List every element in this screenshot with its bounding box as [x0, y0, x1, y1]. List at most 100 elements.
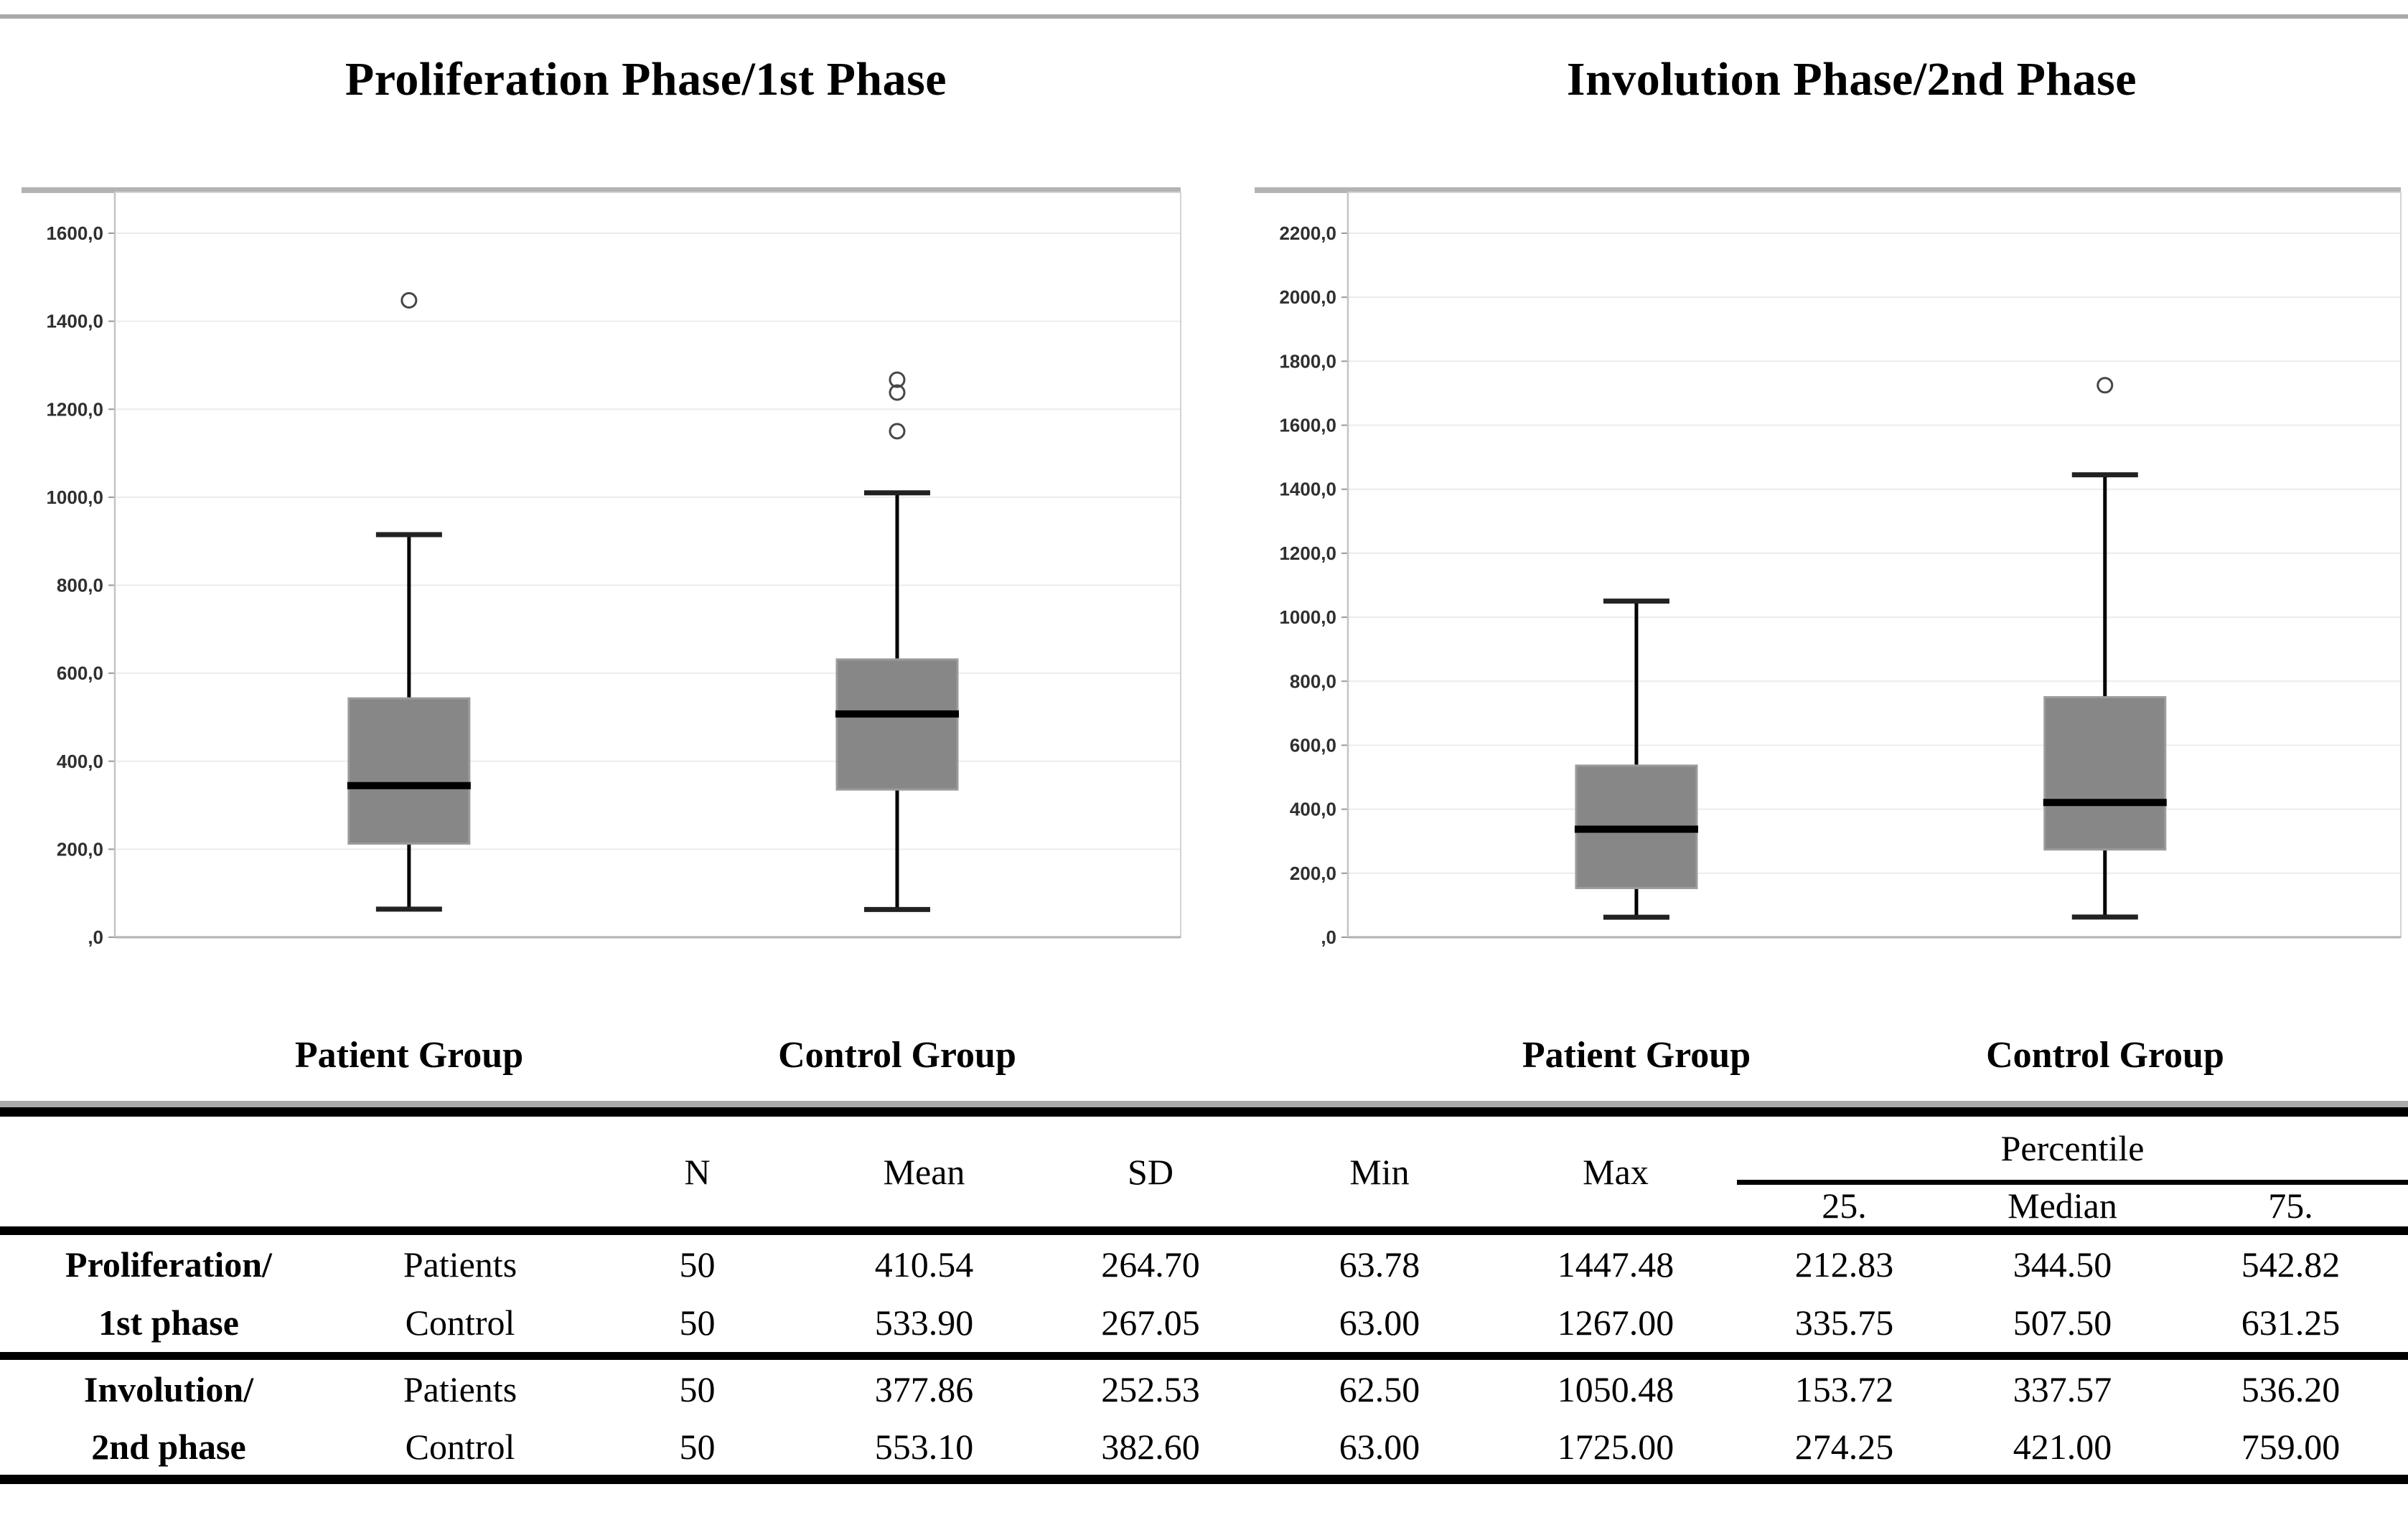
y-tick-label: 200,0 — [1290, 863, 1336, 884]
cell-p25: 274.25 — [1794, 1426, 1894, 1467]
cell-sd: 267.05 — [1036, 1294, 1265, 1360]
outlier-point — [889, 384, 906, 401]
x-axis-label-patient-group-chart1: Patient Group — [294, 1035, 524, 1076]
cell-p75: 542.82 — [2241, 1244, 2341, 1285]
gridlines — [116, 233, 1180, 850]
cell-n: 50 — [583, 1294, 812, 1360]
y-tick-label: 600,0 — [57, 662, 103, 684]
chart-title-involution: Involution Phase/2nd Phase — [1566, 53, 2137, 105]
y-tick-label: 1600,0 — [46, 222, 103, 244]
cell-group: Patients — [403, 1244, 517, 1285]
table-row: 2nd phase Control 50 553.10 382.60 63.00 1725.… — [0, 1419, 2408, 1479]
outlier-point — [889, 371, 906, 388]
boxplot-chart-proliferation: ,0 200,0 400,0 600,0 800,0 1000,0 1200,0 1400,0… — [22, 187, 1181, 948]
cell-n: 50 — [679, 1426, 716, 1467]
cell-n: 50 — [679, 1244, 716, 1285]
iqr-box — [835, 658, 959, 791]
x-axis-label-patient-group-chart2: Patient Group — [1522, 1035, 1751, 1076]
col-header-n: N — [583, 1112, 812, 1235]
iqr-box — [2043, 696, 2167, 851]
cell-phase: 2nd phase — [91, 1426, 246, 1467]
y-tick-label: 1000,0 — [46, 487, 103, 508]
cell-median: 421.00 — [2013, 1426, 2112, 1467]
cell-median: 344.50 — [2013, 1244, 2112, 1285]
col-header-p25: 25. — [1737, 1182, 1952, 1235]
y-tick-label: ,0 — [1321, 926, 1336, 948]
iqr-box — [347, 697, 471, 845]
y-tick-label: 400,0 — [57, 751, 103, 772]
y-tick-label: 1200,0 — [46, 398, 103, 420]
y-tick-label: 2000,0 — [1279, 286, 1336, 308]
y-tick-label: 800,0 — [57, 575, 103, 596]
cell-median: 507.50 — [1952, 1294, 2173, 1360]
x-axis-label-control-group-chart2: Control Group — [1986, 1035, 2224, 1076]
y-tick-label: 1800,0 — [1279, 350, 1336, 372]
gridlines — [1349, 233, 2400, 874]
cell-p25: 335.75 — [1737, 1294, 1952, 1360]
col-header-median: Median — [1952, 1182, 2173, 1235]
table-top-gray-rule — [0, 1101, 2408, 1107]
outlier-point — [2097, 377, 2114, 394]
y-tick-label: 1000,0 — [1279, 606, 1336, 628]
plot-frame — [1347, 192, 2402, 938]
cell-phase: 1st phase — [0, 1294, 337, 1360]
cell-sd: 382.60 — [1101, 1426, 1200, 1467]
y-axis: ,0 200,0 400,0 600,0 800,0 1000,0 1200,0 1400,0… — [1279, 222, 1348, 948]
outlier-point — [889, 423, 906, 440]
y-tick-label: ,0 — [88, 926, 103, 948]
col-header-p75: 75. — [2173, 1182, 2408, 1235]
top-rule — [0, 14, 2408, 19]
cell-min: 63.00 — [1339, 1426, 1420, 1467]
x-axis-label-control-group-chart1: Control Group — [778, 1035, 1016, 1076]
cell-median: 337.57 — [2013, 1369, 2112, 1409]
cell-min: 63.78 — [1339, 1244, 1420, 1285]
cell-group: Control — [405, 1426, 515, 1467]
cell-n: 50 — [679, 1369, 716, 1409]
col-header-mean: Mean — [812, 1112, 1036, 1235]
table-row: Proliferation/Patients 50 410.54 264.70 63.7… — [0, 1231, 2408, 1294]
outlier-point — [400, 292, 418, 309]
y-tick-label: 1600,0 — [1279, 415, 1336, 436]
col-header-min: Min — [1265, 1112, 1494, 1235]
y-tick-label: 2200,0 — [1279, 222, 1336, 244]
statistics-table: N Mean SD Min Max Percentile 25. Median … — [0, 1107, 2408, 1484]
y-axis: ,0 200,0 400,0 600,0 800,0 1000,0 1200,0 1400,0… — [46, 222, 115, 948]
cell-max: 1725.00 — [1557, 1426, 1674, 1467]
boxplot-patient-group — [1574, 598, 1698, 920]
y-tick-label: 800,0 — [1290, 670, 1336, 692]
y-tick-label: 1200,0 — [1279, 543, 1336, 564]
y-tick-label: 1400,0 — [46, 311, 103, 332]
cell-max: 1267.00 — [1494, 1294, 1737, 1360]
cell-min: 62.50 — [1339, 1369, 1420, 1409]
plot-top-bar — [1255, 187, 2401, 193]
cell-group: Control — [337, 1294, 583, 1360]
plot-top-bar — [22, 187, 1181, 193]
cell-sd: 252.53 — [1101, 1369, 1200, 1409]
cell-min: 63.00 — [1265, 1294, 1494, 1360]
cell-max: 1447.48 — [1557, 1244, 1674, 1285]
col-header-percentile: Percentile — [1737, 1112, 2408, 1185]
col-header-sd: SD — [1036, 1112, 1265, 1235]
boxplot-patient-group — [347, 292, 471, 912]
cell-mean: 553.10 — [874, 1426, 974, 1467]
table-row: Involution/Patients 50 377.86 252.53 62.50 10… — [0, 1356, 2408, 1419]
boxplot-control-group — [835, 371, 959, 912]
cell-p75: 536.20 — [2241, 1369, 2341, 1409]
cell-sd: 264.70 — [1101, 1244, 1200, 1285]
cell-p75: 631.25 — [2173, 1294, 2408, 1360]
table-header-row-2: 25. Median 75. — [0, 1182, 2408, 1235]
cell-group: Patients — [403, 1369, 517, 1409]
y-tick-label: 1400,0 — [1279, 479, 1336, 500]
cell-p75: 759.00 — [2241, 1426, 2341, 1467]
header-corner-empty — [0, 1112, 583, 1235]
cell-mean: 377.86 — [874, 1369, 974, 1409]
table-header-row-1: N Mean SD Min Max Percentile — [0, 1112, 2408, 1235]
y-tick-label: 200,0 — [57, 838, 103, 860]
cell-mean: 533.90 — [812, 1294, 1036, 1360]
y-tick-label: 600,0 — [1290, 734, 1336, 756]
cell-phase: Involution/ — [83, 1369, 254, 1409]
cell-p25: 153.72 — [1794, 1369, 1894, 1409]
boxplot-chart-involution: ,0 200,0 400,0 600,0 800,0 1000,0 1200,0 1400,0… — [1255, 187, 2402, 948]
boxplot-control-group — [2043, 377, 2167, 920]
